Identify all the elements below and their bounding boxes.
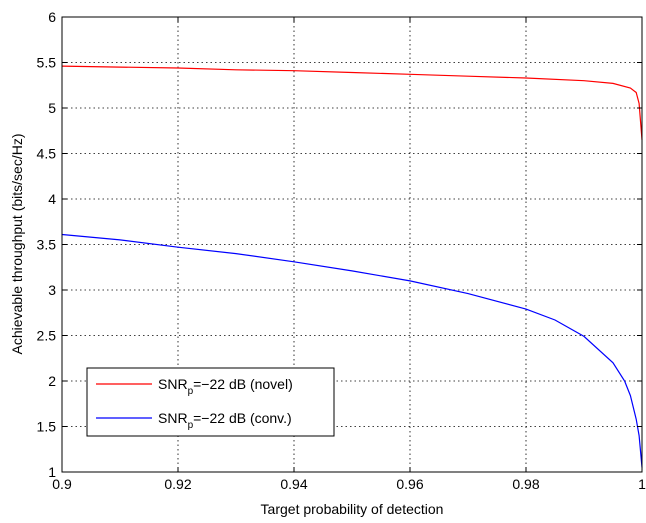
x-tick-label: 0.96	[396, 476, 423, 492]
y-tick-label: 1.5	[37, 419, 57, 435]
x-tick-label: 1	[638, 476, 646, 492]
legend-label-novel: SNRp=−22 dB (novel)	[158, 376, 293, 397]
y-tick-label: 4	[48, 191, 56, 207]
series-line-conv	[61, 233, 643, 468]
y-tick-label: 5	[48, 100, 56, 116]
y-tick-label: 4.5	[37, 146, 57, 162]
legend: SNRp=−22 dB (novel) SNRp=−22 dB (conv.)	[86, 367, 335, 437]
legend-label-conv: SNRp=−22 dB (conv.)	[158, 410, 292, 431]
y-tick-labels: 1 1.5 2 2.5 3 3.5 4 4.5 5 5.5 6	[37, 9, 57, 480]
x-axis-label: Target probability of detection	[261, 501, 444, 517]
x-tick-label: 0.92	[164, 476, 191, 492]
y-axis-label: Achievable throughput (bits/sec/Hz)	[9, 134, 25, 355]
y-tick-label: 6	[48, 9, 56, 25]
y-tick-label: 3.5	[37, 237, 57, 253]
x-tick-label: 0.9	[52, 476, 72, 492]
x-tick-labels: 0.9 0.92 0.94 0.96 0.98 1	[52, 476, 646, 492]
tick-marks	[61, 16, 643, 473]
series-lines	[61, 65, 643, 468]
y-tick-label: 1	[48, 464, 56, 480]
x-tick-label: 0.98	[512, 476, 539, 492]
y-tick-label: 3	[48, 282, 56, 298]
y-tick-label: 2	[48, 373, 56, 389]
y-tick-label: 2.5	[37, 328, 57, 344]
legend-box	[86, 367, 335, 437]
y-tick-label: 5.5	[37, 55, 57, 71]
x-tick-label: 0.94	[280, 476, 307, 492]
series-line-novel	[61, 65, 643, 140]
